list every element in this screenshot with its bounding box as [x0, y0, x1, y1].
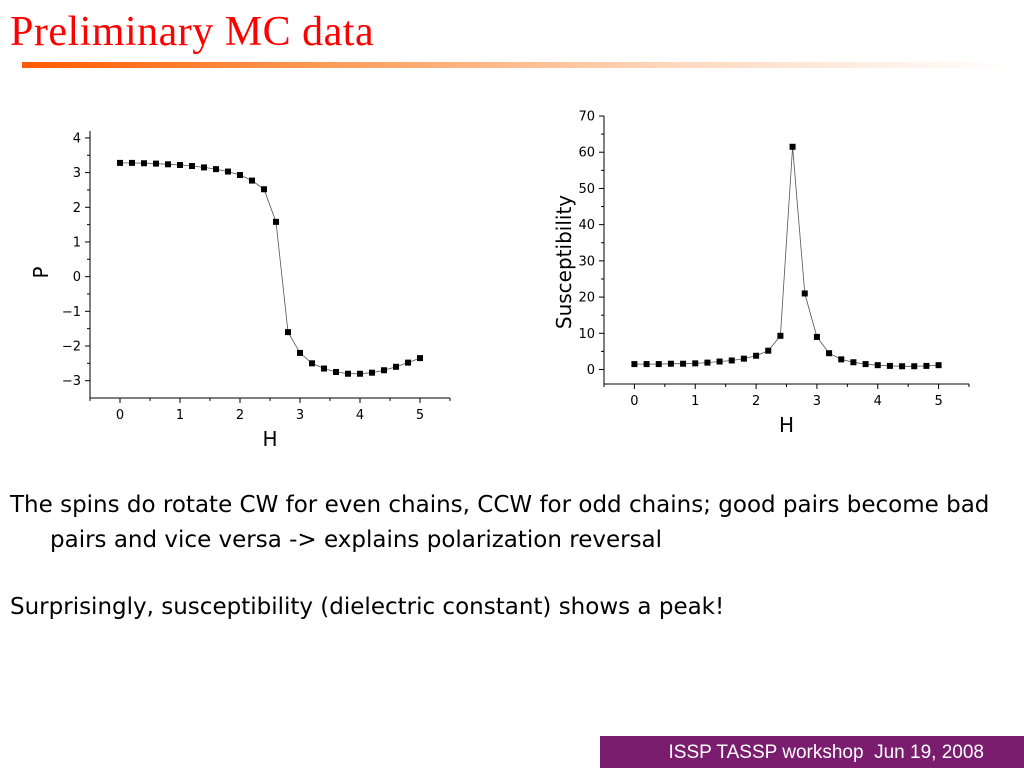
data-point	[189, 163, 195, 170]
y-tick-label: 70	[578, 110, 595, 125]
data-point	[333, 368, 339, 375]
data-point	[213, 166, 219, 173]
title-underline	[22, 62, 1012, 68]
y-tick-label: −1	[62, 305, 81, 320]
x-tick-label: 3	[296, 408, 304, 423]
y-tick-label: 50	[578, 182, 595, 197]
data-point	[237, 172, 243, 179]
x-axis-label: H	[262, 427, 277, 451]
y-axis-label: P	[29, 266, 53, 278]
data-point	[777, 332, 784, 339]
y-tick-label: 20	[578, 291, 595, 306]
series-line	[634, 146, 939, 367]
data-point	[667, 360, 674, 367]
data-point	[850, 359, 857, 366]
data-point	[862, 361, 869, 368]
data-point	[285, 329, 291, 336]
data-point	[345, 370, 351, 377]
x-tick-label: 4	[356, 408, 364, 423]
y-tick-label: 3	[73, 166, 81, 181]
data-point	[381, 367, 387, 374]
polarization-chart: −3 −2 −1 0 1 2 3 4 0 1 2 3 4 5 H P	[29, 131, 451, 451]
y-tick-label: 2	[73, 201, 81, 216]
data-point	[838, 356, 845, 363]
x-tick-label: 2	[752, 394, 760, 409]
y-tick-label: 4	[73, 131, 81, 146]
data-point	[297, 349, 303, 356]
y-tick-label: 40	[578, 218, 595, 233]
data-point	[728, 357, 735, 364]
data-point	[177, 161, 183, 168]
series-line	[120, 162, 421, 375]
y-tick-label: 30	[578, 254, 595, 269]
data-point	[765, 347, 772, 354]
x-tick-label: 3	[813, 394, 821, 409]
data-point	[740, 355, 747, 362]
slide-title: Preliminary MC data	[10, 9, 375, 55]
data-point	[753, 352, 760, 359]
data-point	[874, 362, 881, 369]
y-tick-label: 0	[73, 270, 81, 285]
data-point	[935, 362, 942, 369]
x-axis-label: H	[779, 413, 794, 437]
data-point	[923, 362, 930, 369]
x-tick-label: 5	[416, 408, 424, 423]
data-point	[357, 370, 363, 377]
x-tick-label: 0	[116, 408, 124, 423]
data-point	[153, 160, 159, 167]
bullet-susceptibility-peak: Surprisingly, susceptibility (dielectric…	[10, 594, 725, 620]
data-point	[141, 160, 147, 167]
data-point	[201, 164, 207, 171]
data-point	[789, 143, 796, 150]
data-point	[655, 361, 662, 368]
x-tick-label: 1	[691, 394, 699, 409]
data-point	[899, 363, 906, 370]
body-text: The spins do rotate CW for even chains, …	[10, 488, 1010, 625]
data-point	[692, 360, 699, 367]
data-point	[826, 350, 833, 357]
susceptibility-chart: 0 10 20 30 40 50 60 70 0 1 2 3 4 5 H Susceptibility	[552, 110, 970, 437]
data-point	[321, 365, 327, 372]
y-tick-label: 0	[587, 363, 595, 378]
data-point	[405, 359, 411, 366]
x-tick-label: 4	[874, 394, 882, 409]
data-point	[417, 355, 423, 362]
data-point	[369, 369, 375, 376]
y-tick-label: −2	[62, 339, 81, 354]
y-axis-label: Susceptibility	[552, 195, 576, 329]
x-tick-label: 2	[236, 408, 244, 423]
x-tick-label: 0	[630, 394, 638, 409]
data-point	[393, 363, 399, 370]
data-point	[801, 290, 808, 297]
data-point	[273, 218, 279, 225]
y-tick-label: 10	[578, 327, 595, 342]
data-point	[261, 186, 267, 193]
data-point	[631, 361, 638, 368]
data-point	[886, 362, 893, 369]
y-tick-label: 60	[578, 146, 595, 161]
y-tick-label: 1	[73, 235, 81, 250]
data-point	[249, 177, 255, 184]
footer-text: ISSP TASSP workshop Jun 19, 2008	[668, 742, 984, 763]
data-point	[716, 358, 723, 365]
data-point	[643, 361, 650, 368]
data-point	[117, 159, 123, 166]
data-point	[704, 359, 711, 366]
x-tick-label: 5	[934, 394, 942, 409]
y-tick-label: −3	[62, 374, 81, 389]
data-point	[680, 360, 687, 367]
data-point	[309, 360, 315, 367]
footer-bar: ISSP TASSP workshop Jun 19, 2008	[600, 736, 1024, 768]
data-point	[911, 363, 918, 370]
data-point	[165, 161, 171, 168]
data-point	[225, 168, 231, 175]
data-point	[813, 333, 820, 340]
bullet-spin-rotation: The spins do rotate CW for even chains, …	[10, 492, 990, 553]
x-tick-label: 1	[176, 408, 184, 423]
data-point	[129, 159, 135, 166]
